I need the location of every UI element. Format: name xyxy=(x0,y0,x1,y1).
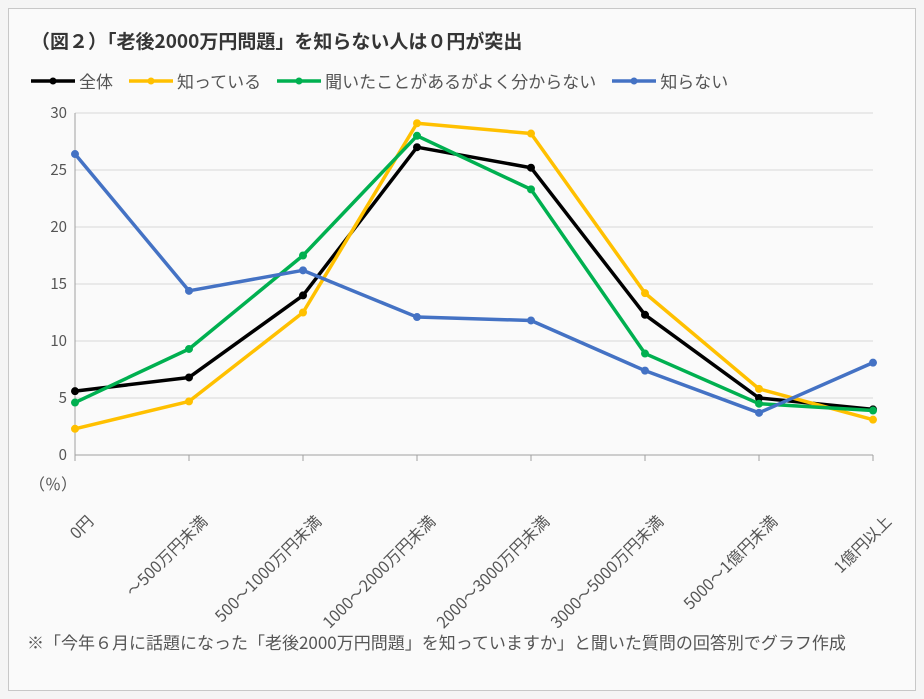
legend-item: 聞いたことがあるがよく分からない xyxy=(275,68,596,93)
svg-text:0: 0 xyxy=(59,444,67,463)
legend-item: 知らない xyxy=(610,68,728,93)
legend-label: 聞いたことがあるがよく分からない xyxy=(325,68,596,93)
svg-text:10: 10 xyxy=(50,330,67,351)
x-tick-label: 1000～2000万円未満 xyxy=(316,509,440,633)
x-tick-label: 500～1000万円未満 xyxy=(208,509,326,627)
y-axis-unit: （％） xyxy=(29,471,77,495)
svg-text:5: 5 xyxy=(59,387,67,408)
line-chart-svg: 0 5 10 15 20 25 30 xyxy=(27,103,897,463)
chart-card: （図２）「老後2000万円問題」を知らない人は０円が突出 全体 知っている 聞いたこ… xyxy=(8,8,916,691)
x-tick-label: 1億円以上 xyxy=(827,509,896,578)
chart-footnote: ※「今年６月に話題になった「老後2000万円問題」を知っていますか」と聞いた質問… xyxy=(27,623,897,655)
x-tick-label: 2000～3000万円未満 xyxy=(430,509,554,633)
x-axis-labels: 0円～500万円未満500～1000万円未満1000～2000万円未満2000～… xyxy=(27,503,897,623)
legend-item: 知っている xyxy=(127,68,261,93)
legend: 全体 知っている 聞いたことがあるがよく分からない 知らない xyxy=(27,68,897,103)
x-tick-label: 3000～5000万円未満 xyxy=(544,509,668,633)
svg-text:20: 20 xyxy=(50,216,67,237)
svg-text:25: 25 xyxy=(50,159,67,180)
chart-title: （図２）「老後2000万円問題」を知らない人は０円が突出 xyxy=(27,21,897,68)
legend-item: 全体 xyxy=(29,68,113,93)
svg-text:30: 30 xyxy=(50,103,67,123)
legend-label: 全体 xyxy=(79,68,113,93)
legend-label: 知っている xyxy=(177,68,261,93)
plot-area: 0 5 10 15 20 25 30 （％） xyxy=(27,103,897,503)
x-tick-label: ～500万円未満 xyxy=(120,509,212,601)
svg-text:15: 15 xyxy=(50,273,67,294)
x-tick-label: 0円 xyxy=(63,509,98,544)
x-tick-label: 5000～1億円未満 xyxy=(677,509,782,614)
legend-label: 知らない xyxy=(660,68,728,93)
